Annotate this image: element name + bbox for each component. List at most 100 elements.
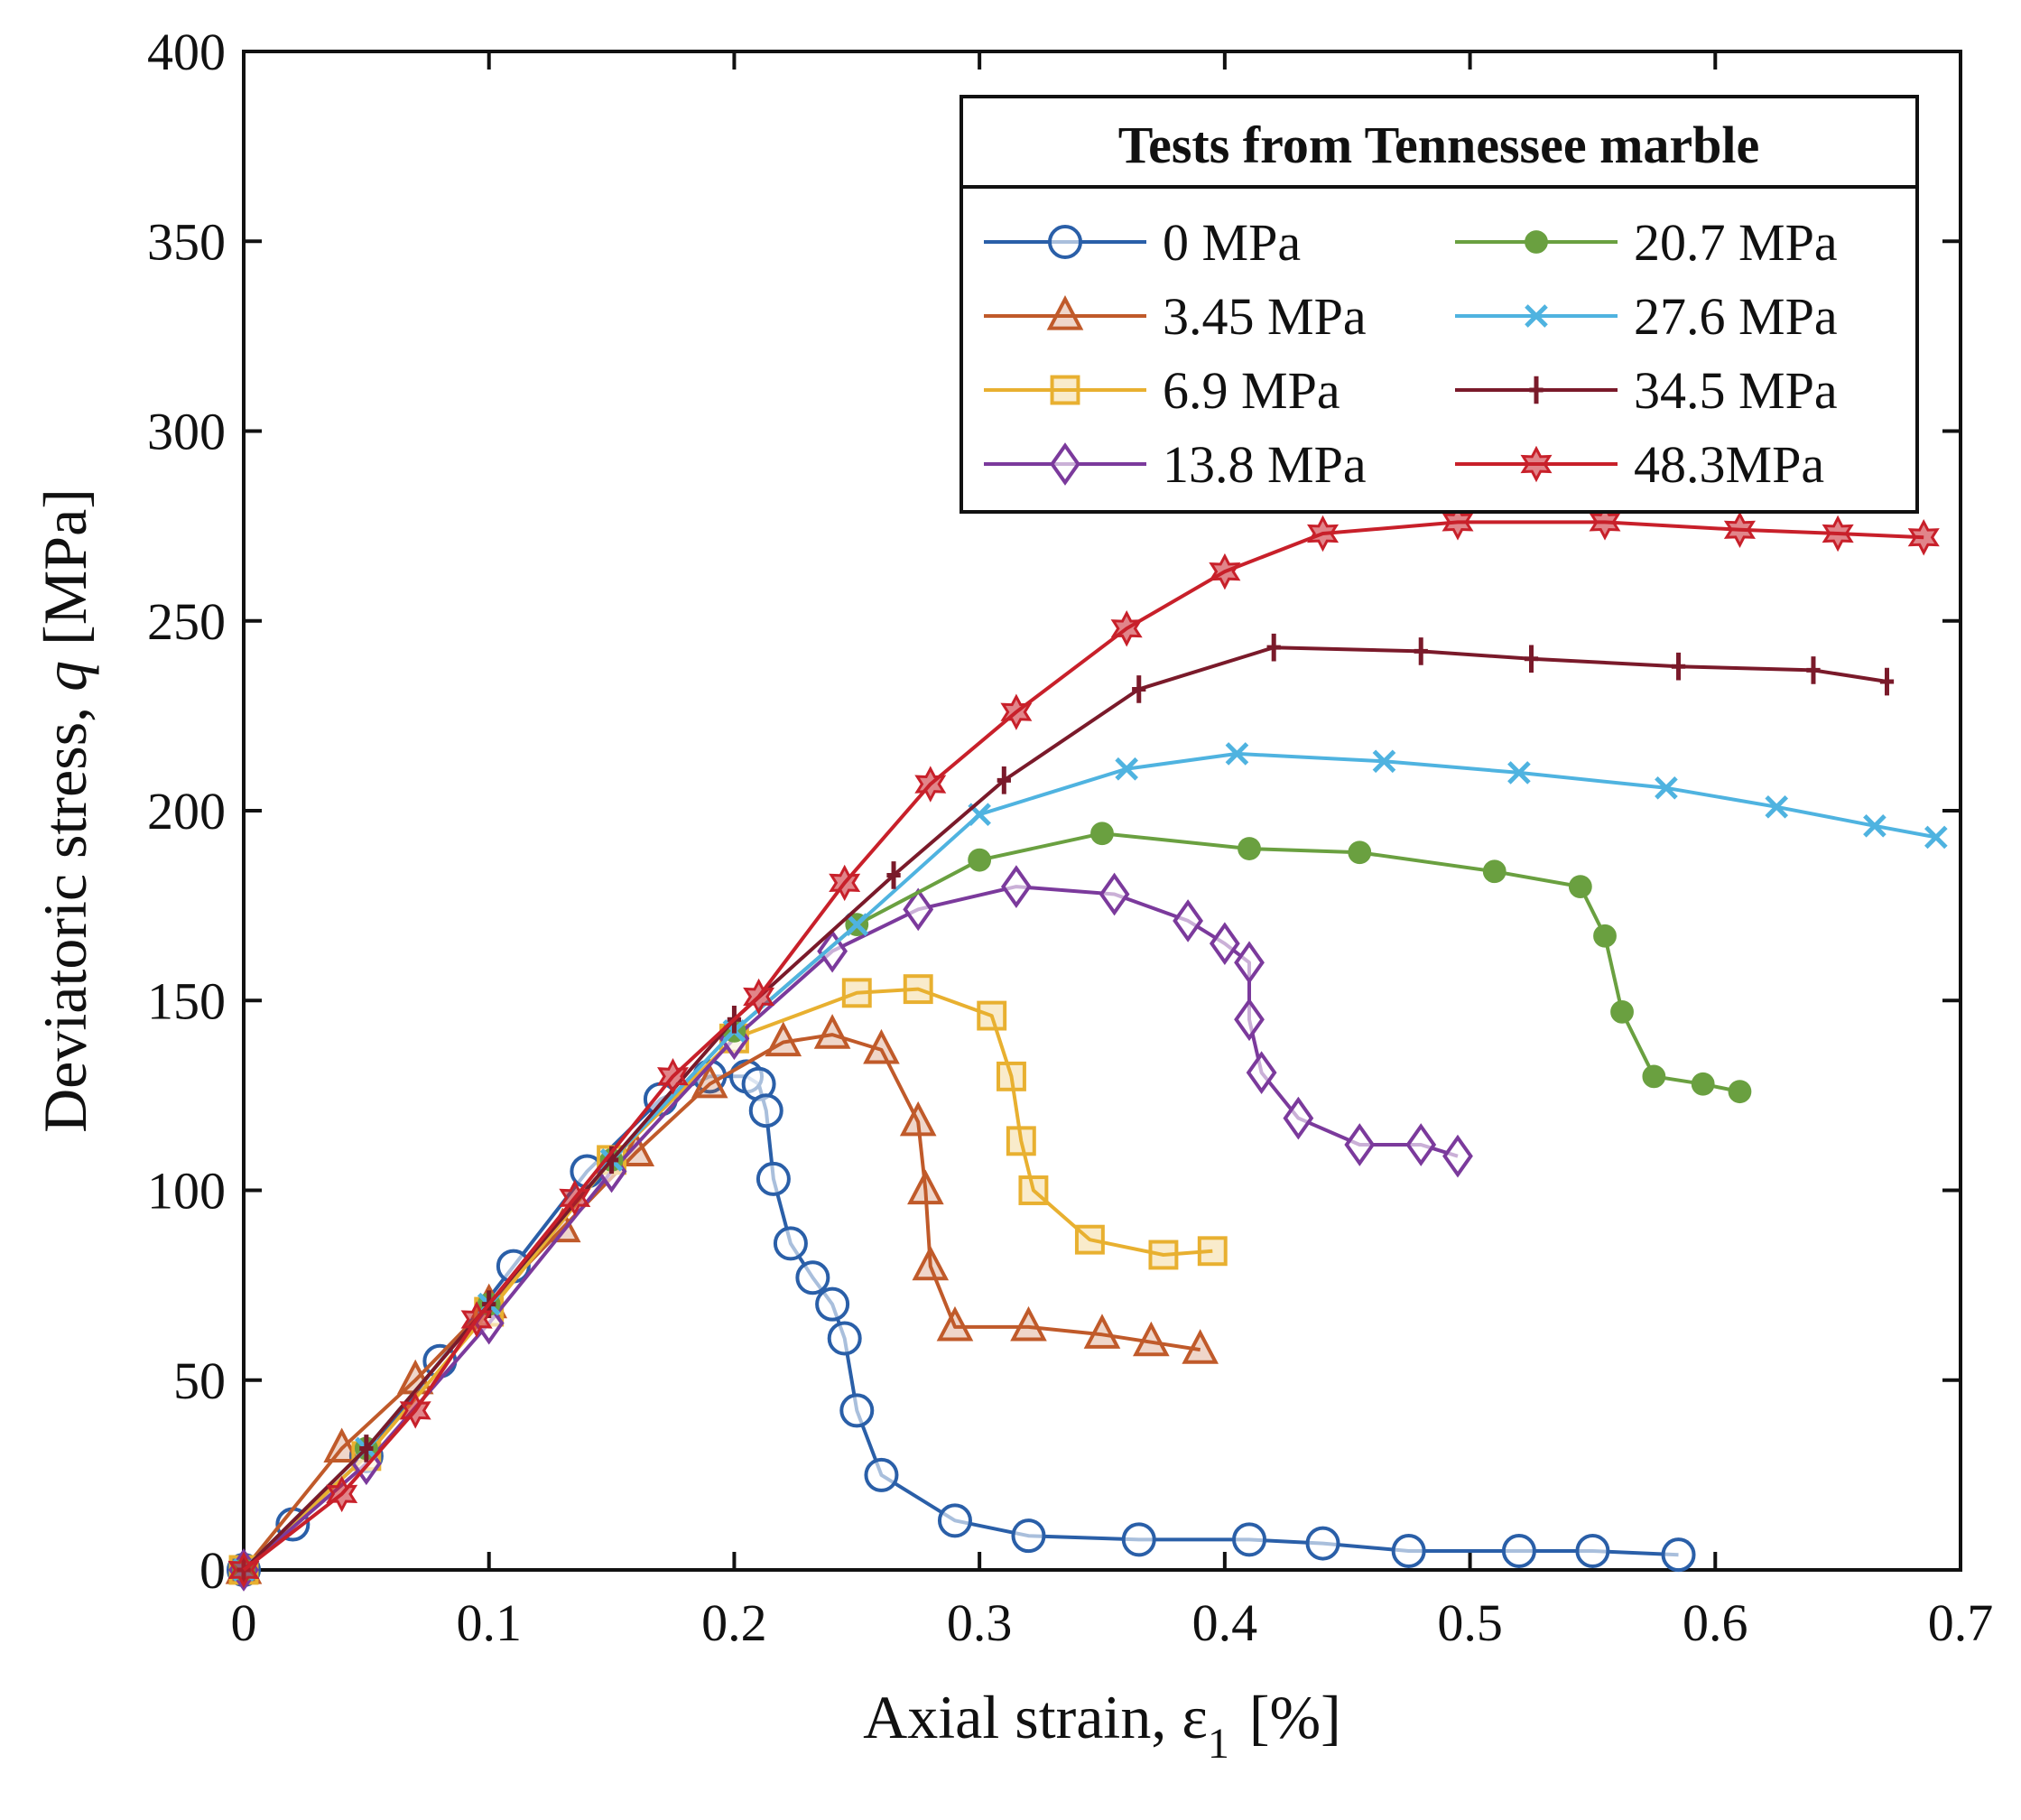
- data-point-x: [1655, 775, 1678, 800]
- data-point-star: [399, 1392, 431, 1429]
- data-point-star: [227, 1551, 260, 1589]
- data-point-square: [841, 978, 872, 1008]
- data-point-triangle: [936, 1305, 974, 1342]
- data-point-circle: [1305, 1526, 1340, 1561]
- data-point-star: [1589, 504, 1621, 541]
- series-line: [242, 987, 1213, 1572]
- data-point-triangle: [765, 1021, 802, 1057]
- data-point-square: [997, 1061, 1026, 1091]
- data-point-triangle: [912, 1245, 950, 1281]
- x-tick-label: 0: [231, 1593, 257, 1652]
- legend-entry: 6.9 MPa: [984, 361, 1340, 420]
- legend: Tests from Tennessee marble 0 MPa 3.45 MP…: [960, 95, 1919, 514]
- data-point-diamond: [1209, 922, 1240, 966]
- data-point-circle: [1575, 1533, 1610, 1568]
- data-point-star: [829, 864, 861, 902]
- data-point-diamond: [1099, 872, 1130, 916]
- data-point-dot: [1525, 230, 1548, 254]
- data-point-square: [1197, 1236, 1228, 1267]
- x-tick-label: 0.3: [947, 1593, 1013, 1652]
- data-point-star: [1209, 552, 1241, 590]
- data-point-x: [1924, 825, 1948, 850]
- data-point-plus: [1266, 633, 1281, 662]
- data-point-triangle: [323, 1427, 360, 1463]
- y-tick-label: 350: [147, 212, 226, 271]
- series-0-mpa: [227, 1059, 1696, 1587]
- data-point-plus: [1671, 652, 1686, 681]
- legend-label: 3.45 MPa: [1163, 287, 1367, 346]
- data-point-diamond: [1246, 1051, 1277, 1095]
- data-point-x: [1225, 742, 1249, 766]
- data-point-dot: [1593, 924, 1617, 948]
- data-point-star: [1442, 504, 1474, 541]
- legend-title: Tests from Tennessee marble: [1118, 116, 1760, 174]
- data-point-plus: [886, 861, 901, 889]
- data-point-triangle: [617, 1131, 655, 1167]
- data-point-diamond: [1000, 865, 1032, 908]
- data-point-plus: [1806, 656, 1821, 684]
- data-point-circle: [795, 1260, 830, 1295]
- data-point-plus: [1879, 667, 1895, 696]
- legend-label: 27.6 MPa: [1634, 287, 1838, 346]
- y-tick-label: 300: [147, 403, 226, 461]
- data-point-diamond: [1234, 941, 1265, 985]
- data-point-dot: [1090, 822, 1114, 846]
- data-point-x: [1507, 761, 1531, 785]
- data-point-x: [1525, 304, 1548, 328]
- data-point-triangle: [863, 1028, 900, 1064]
- data-point-plus: [1414, 637, 1428, 665]
- data-point-star: [1000, 693, 1033, 730]
- data-point-star: [657, 1058, 689, 1095]
- data-point-x: [845, 913, 869, 936]
- legend-entry: 27.6 MPa: [1455, 287, 1838, 346]
- data-point-circle: [748, 1093, 783, 1128]
- data-point-dot: [1568, 875, 1592, 898]
- data-point-dot: [1642, 1064, 1666, 1089]
- data-point-x: [1372, 749, 1396, 774]
- data-point-square: [1050, 375, 1080, 405]
- data-point-square: [903, 974, 933, 1005]
- x-tick-label: 0.6: [1683, 1593, 1748, 1652]
- data-point-triangle: [1182, 1329, 1219, 1364]
- data-point-diamond: [1405, 1123, 1437, 1166]
- data-point-square: [1074, 1224, 1105, 1255]
- data-point-star: [559, 1179, 591, 1217]
- data-point-x: [1115, 757, 1138, 781]
- legend-entry: 34.5 MPa: [1455, 361, 1838, 420]
- data-point-star: [326, 1475, 358, 1513]
- data-point-circle: [839, 1393, 875, 1428]
- series-48-3mpa: [227, 504, 1940, 1589]
- data-point-circle: [937, 1503, 972, 1538]
- x-tick-label: 0.7: [1928, 1593, 1994, 1652]
- data-point-triangle: [899, 1100, 937, 1137]
- data-point-circle: [1501, 1533, 1536, 1568]
- data-point-triangle: [1046, 295, 1084, 330]
- data-point-diamond: [1234, 998, 1265, 1042]
- y-tick-label: 250: [147, 592, 226, 651]
- data-point-x: [1765, 794, 1789, 819]
- data-point-diamond: [817, 929, 848, 973]
- x-tick-label: 0.2: [701, 1593, 767, 1652]
- data-point-plus: [997, 766, 1011, 794]
- data-point-diamond: [903, 887, 934, 932]
- series-layer: [225, 504, 1948, 1592]
- data-point-x: [1863, 814, 1887, 838]
- data-point-circle: [1232, 1522, 1267, 1557]
- y-tick-label: 0: [199, 1541, 226, 1600]
- y-tick-label: 100: [147, 1162, 226, 1221]
- y-tick-label: 400: [147, 23, 226, 81]
- legend-label: 6.9 MPa: [1163, 361, 1340, 420]
- data-point-diamond: [1283, 1096, 1314, 1140]
- legend-label: 48.3MPa: [1634, 435, 1824, 494]
- series-line: [242, 520, 1924, 1572]
- legend-label: 20.7 MPa: [1634, 213, 1838, 272]
- y-tick-label: 150: [147, 971, 226, 1030]
- y-tick-label: 200: [147, 782, 226, 840]
- data-point-plus: [1524, 645, 1539, 673]
- data-point-star: [1110, 609, 1143, 647]
- data-point-star: [1907, 518, 1940, 556]
- data-point-dot: [1348, 840, 1372, 865]
- data-point-star: [1822, 515, 1854, 552]
- x-axis-title: Axial strain, ε1 [%]: [863, 1683, 1341, 1768]
- data-point-circle: [1011, 1518, 1046, 1554]
